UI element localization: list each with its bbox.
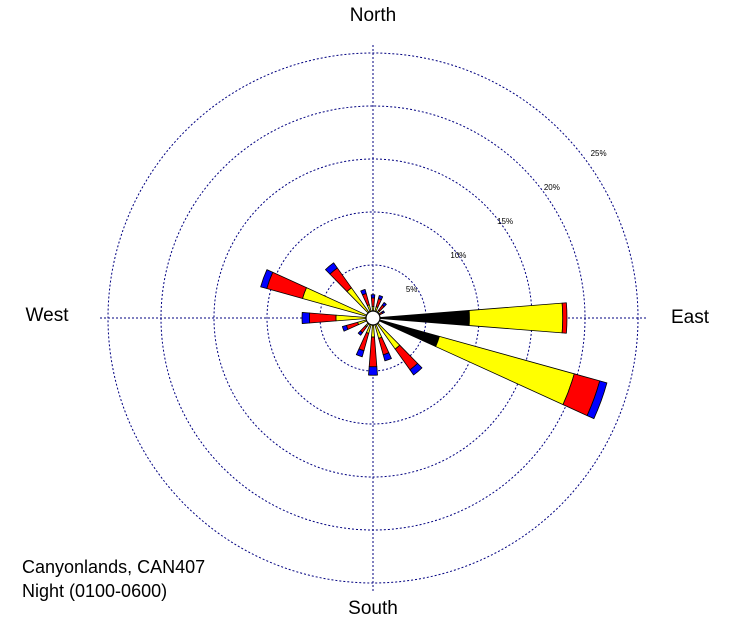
wind-segment bbox=[260, 269, 274, 289]
wind-segment bbox=[586, 380, 608, 420]
wind-segment bbox=[370, 294, 376, 299]
wind-segment bbox=[381, 310, 385, 314]
ring-label: 25% bbox=[591, 149, 607, 158]
period-label: Night (0100-0600) bbox=[22, 581, 167, 601]
east-label: East bbox=[671, 307, 710, 328]
wind-segment bbox=[409, 362, 423, 376]
wind-segment bbox=[368, 366, 378, 376]
station-label: Canyonlands, CAN407 bbox=[22, 557, 205, 577]
wind-segment bbox=[360, 288, 367, 296]
wind-segment bbox=[375, 298, 382, 308]
wind-segment bbox=[266, 271, 307, 299]
wind-segment bbox=[561, 302, 568, 334]
wind-segment bbox=[309, 312, 337, 324]
north-label: North bbox=[350, 5, 396, 26]
wind-segment bbox=[341, 324, 349, 332]
wind-segment bbox=[381, 302, 387, 308]
south-label: South bbox=[348, 598, 398, 619]
ring-label: 20% bbox=[544, 183, 560, 192]
wind-segment bbox=[368, 336, 378, 368]
wind-segment bbox=[357, 330, 363, 336]
calm-circle bbox=[365, 310, 381, 326]
wind-segment bbox=[355, 348, 365, 358]
wind-segment bbox=[362, 293, 370, 306]
wind-segment bbox=[435, 336, 575, 405]
wind-segment bbox=[325, 262, 338, 275]
wind-segment bbox=[468, 302, 564, 334]
ring-label: 10% bbox=[450, 251, 466, 260]
grid-ring bbox=[107, 52, 639, 584]
ring-label: 15% bbox=[497, 217, 513, 226]
wind-segment bbox=[382, 352, 392, 362]
wind-segment bbox=[371, 297, 375, 307]
wind-segment bbox=[377, 295, 384, 301]
west-label: West bbox=[26, 305, 70, 326]
wind-segment bbox=[301, 312, 310, 324]
ring-label: 5% bbox=[406, 285, 418, 294]
grid-ring bbox=[160, 105, 586, 531]
wind-segment bbox=[378, 336, 390, 356]
wind-segment bbox=[346, 321, 359, 330]
